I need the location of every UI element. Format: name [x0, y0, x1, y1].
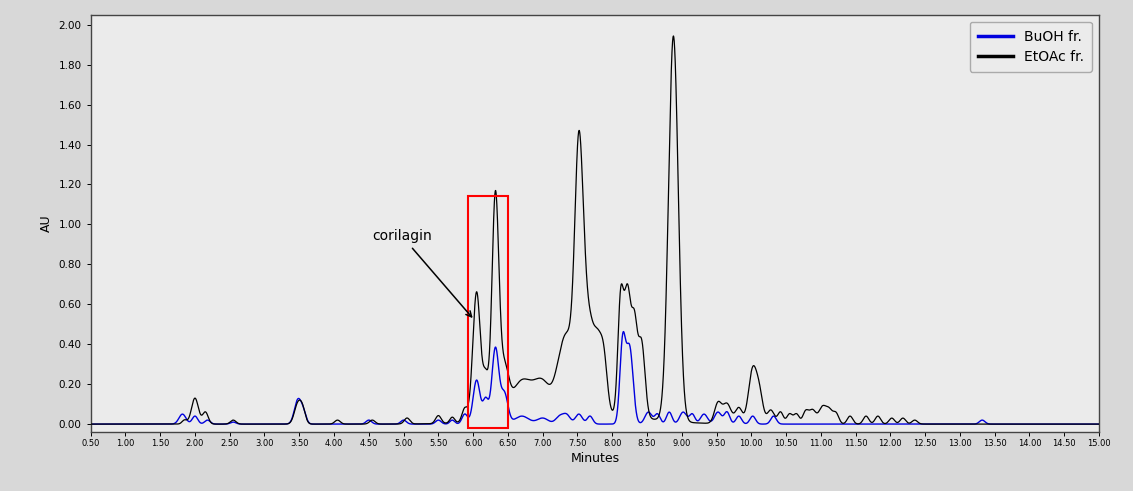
Text: corilagin: corilagin [373, 229, 471, 317]
Bar [468, 196, 508, 428]
Legend: BuOH fr., EtOAc fr.: BuOH fr., EtOAc fr. [970, 22, 1092, 72]
X-axis label: Minutes: Minutes [570, 452, 620, 465]
Y-axis label: AU: AU [40, 215, 53, 232]
